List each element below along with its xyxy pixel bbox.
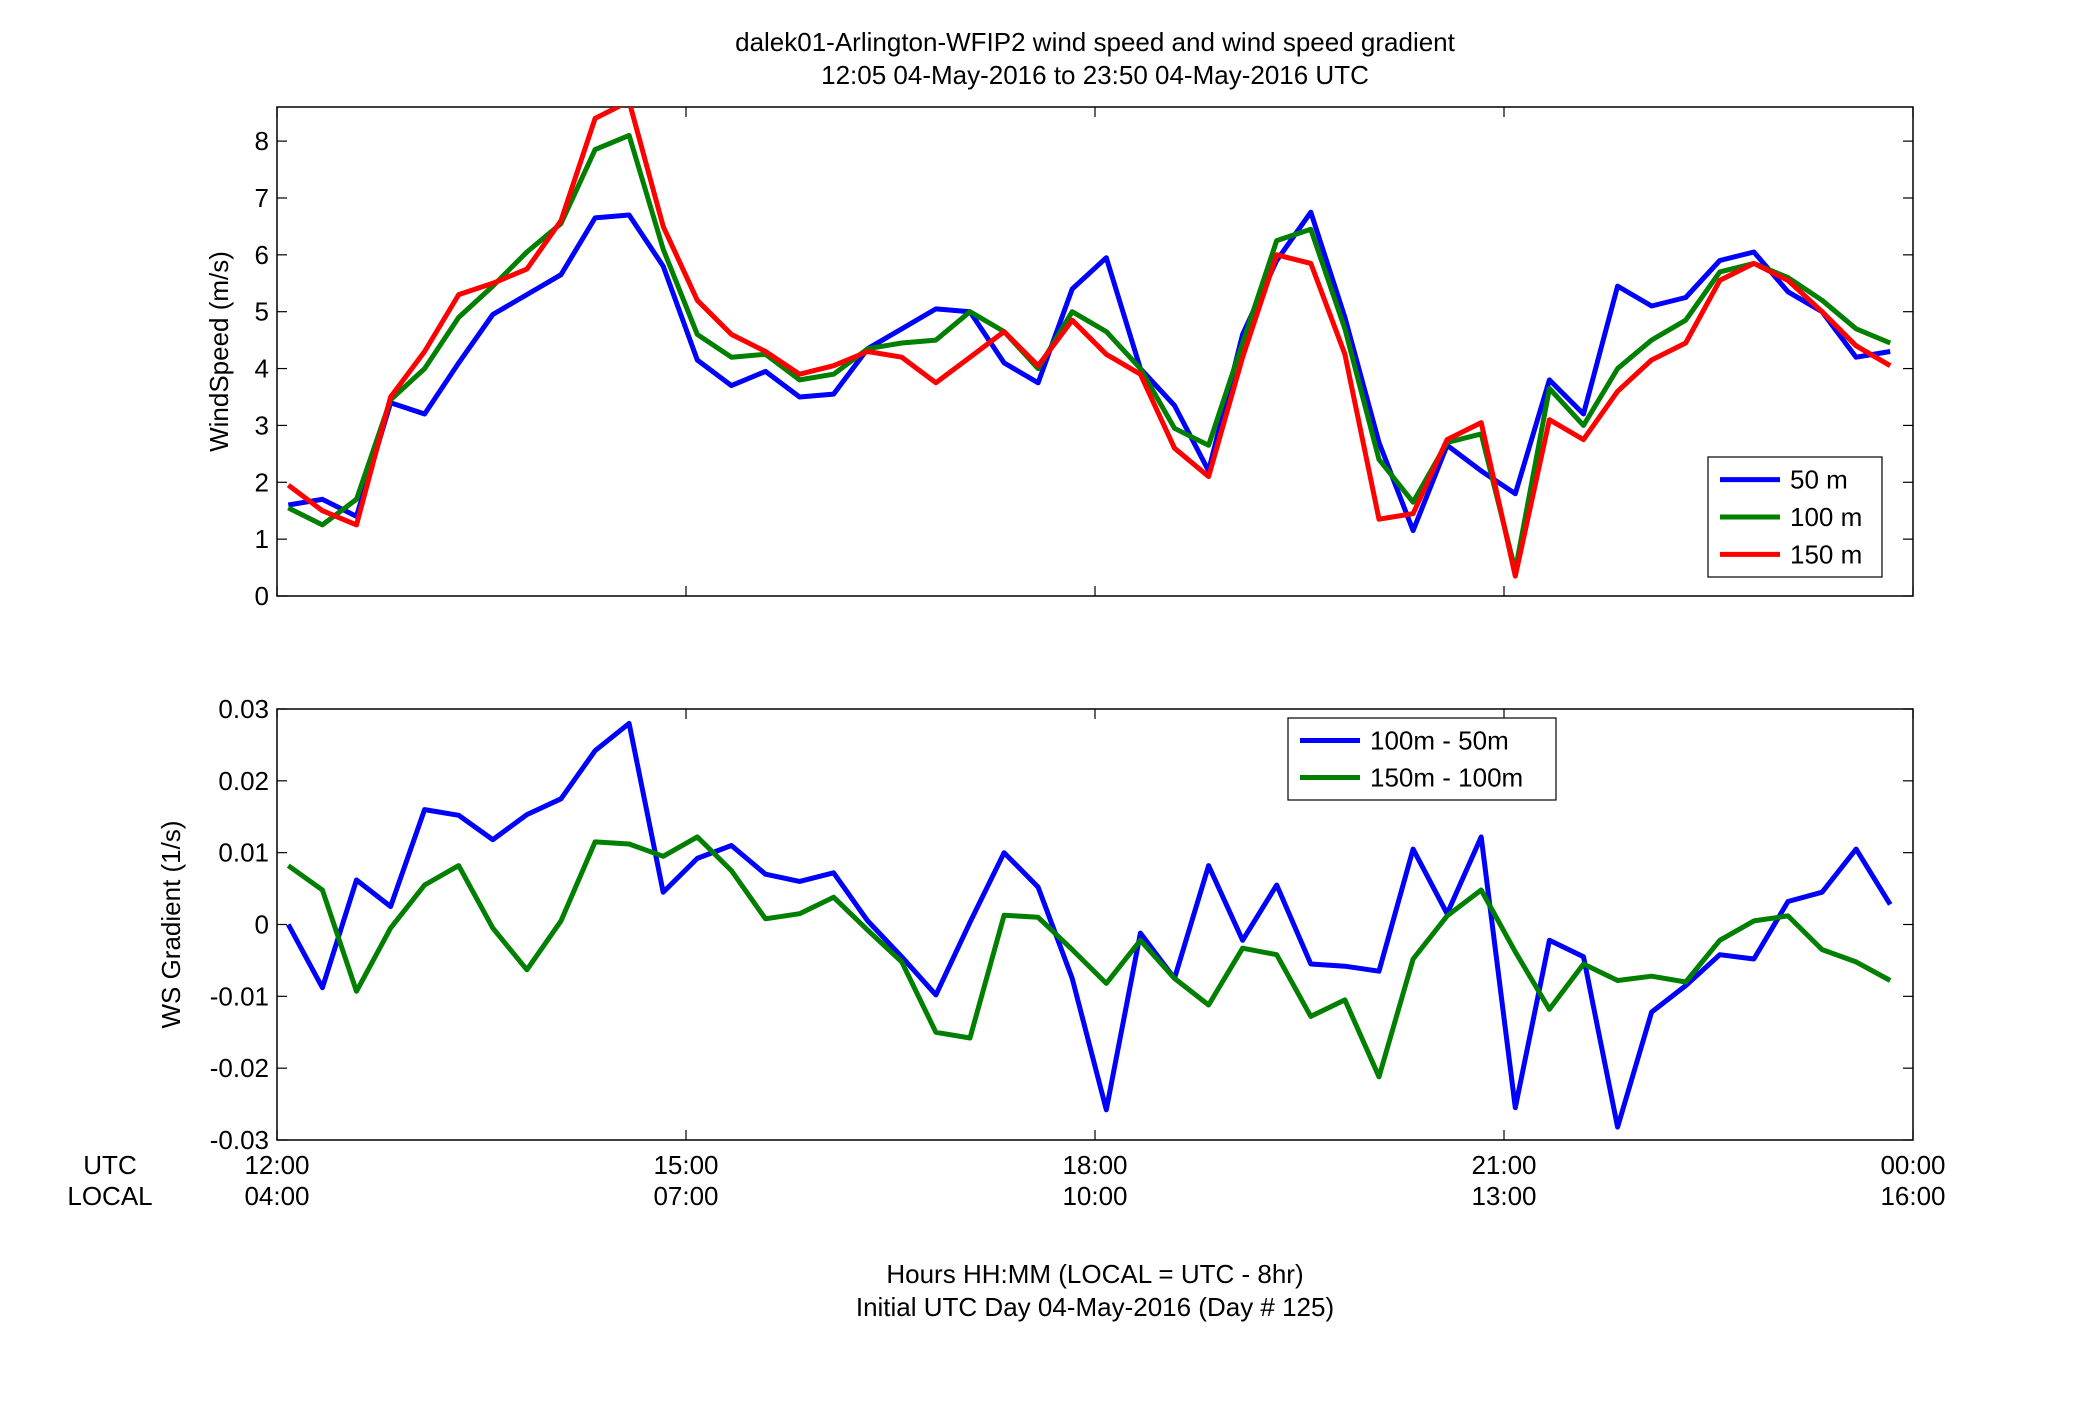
x-tick-labels-local: 04:00 07:00 10:00 13:00 16:00 [244, 1181, 1945, 1211]
y-tick-label: -0.01 [210, 981, 269, 1011]
footer-line1: Hours HH:MM (LOCAL = UTC - 8hr) [886, 1259, 1303, 1289]
legend-label: 150m - 100m [1370, 763, 1523, 793]
x-tick-label-utc: 21:00 [1471, 1150, 1536, 1180]
windspeed-panel: 0 1 2 3 4 5 6 7 8 WindSpeed (m/s) 50 m 100 m 150 m [204, 106, 1914, 611]
legend-label: 50 m [1790, 465, 1848, 495]
series-line-150m-100m [286, 834, 1892, 1080]
series-line-100m-50m [286, 720, 1893, 1130]
y-tick-label: -0.02 [210, 1053, 269, 1083]
y-tick-label: 4 [255, 354, 269, 384]
y-tick-label: 5 [255, 297, 269, 327]
x-tick-label-local: 10:00 [1062, 1181, 1127, 1211]
utc-row-label: UTC [83, 1150, 136, 1180]
local-row-label: LOCAL [67, 1181, 152, 1211]
y-tick-label: 0 [255, 910, 269, 940]
y-tick-label: 0.01 [218, 838, 269, 868]
x-tick-labels-utc: 12:00 15:00 18:00 21:00 00:00 [244, 1150, 1945, 1180]
y-tick-label: -0.03 [210, 1125, 269, 1155]
y-tick-label: 2 [255, 467, 269, 497]
legend: 50 m 100 m 150 m [1707, 456, 1883, 578]
x-tick-label-utc: 00:00 [1880, 1150, 1945, 1180]
chart-title-line2: 12:05 04-May-2016 to 23:50 04-May-2016 U… [821, 60, 1369, 90]
x-tick-label-utc: 12:00 [244, 1150, 309, 1180]
y-tick-label: 0.03 [218, 694, 269, 724]
x-tick-label-utc: 15:00 [653, 1150, 718, 1180]
legend-label: 100 m [1790, 502, 1862, 532]
y-tick-label: 0.02 [218, 766, 269, 796]
series-line-50-m [287, 209, 1891, 534]
y-axis-label: WindSpeed (m/s) [204, 251, 234, 452]
legend-box [1287, 717, 1557, 801]
legend-label: 150 m [1790, 539, 1862, 569]
x-tick-label-local: 07:00 [653, 1181, 718, 1211]
x-tick-label-utc: 18:00 [1062, 1150, 1127, 1180]
y-tick-label: 8 [255, 126, 269, 156]
y-axis-label: WS Gradient (1/s) [156, 820, 186, 1028]
y-tick-label: 7 [255, 183, 269, 213]
x-tick-label-local: 16:00 [1880, 1181, 1945, 1211]
series-line-150-m [286, 107, 1892, 579]
legend: 100m - 50m 150m - 100m [1287, 717, 1557, 801]
gradient-panel: -0.03 -0.02 -0.01 0 0.01 0.02 0.03 WS Gradient … [156, 694, 1914, 1155]
chart-title-line1: dalek01-Arlington-WFIP2 wind speed and w… [735, 27, 1456, 57]
footer-line2: Initial UTC Day 04-May-2016 (Day # 125) [856, 1292, 1334, 1322]
legend-label: 100m - 50m [1370, 726, 1509, 756]
x-tick-label-local: 04:00 [244, 1181, 309, 1211]
x-tick-label-local: 13:00 [1471, 1181, 1536, 1211]
series-line-100-m [287, 132, 1892, 573]
y-tick-label: 6 [255, 240, 269, 270]
y-tick-label: 3 [255, 410, 269, 440]
y-tick-label: 0 [255, 581, 269, 611]
y-tick-label: 1 [255, 524, 269, 554]
